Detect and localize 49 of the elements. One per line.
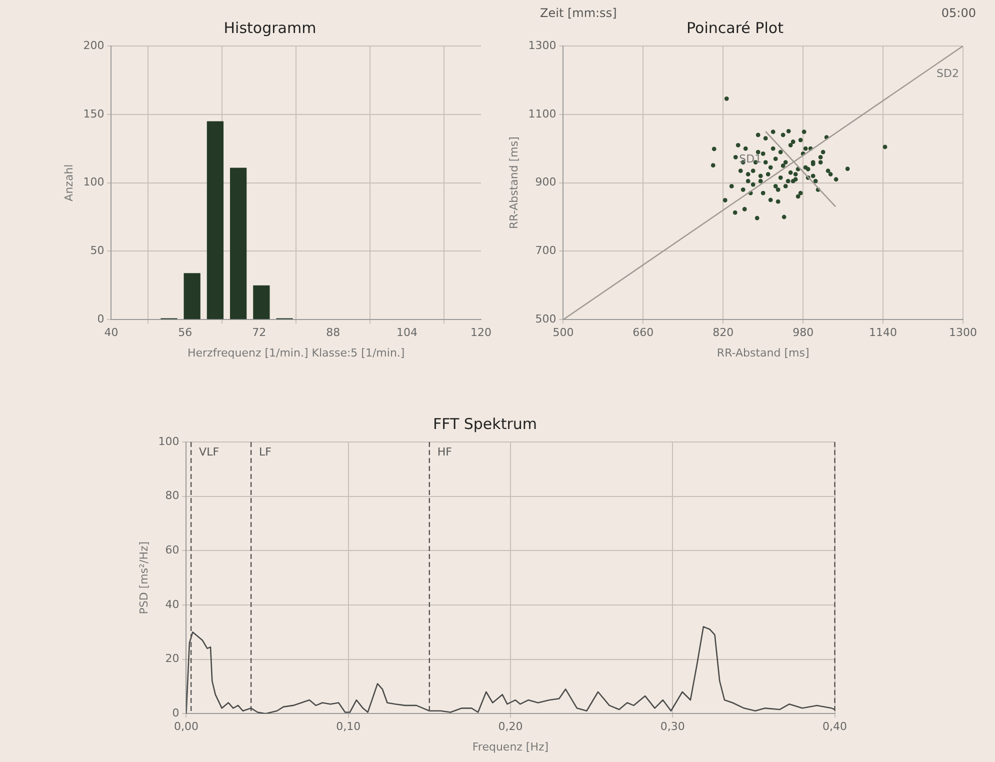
x-tick-label: 56 [178,326,192,340]
x-tick-label: 1300 [949,326,978,340]
x-tick-label: 1140 [869,326,898,340]
chart-title: Poincaré Plot [686,18,784,37]
y-tick-label: 50 [90,244,104,258]
y-tick-label: 100 [83,176,104,189]
chart-title: Histogramm [224,18,316,37]
y-axis-title: Anzahl [62,164,76,202]
x-tick-label: 0,30 [660,720,685,734]
y-axis-title: PSD [ms²/Hz] [137,541,150,614]
y-tick-label: 40 [165,598,180,611]
y-tick-label: 500 [535,312,556,326]
x-axis-title: RR-Abstand [ms] [716,346,810,360]
y-tick-label: 80 [165,489,180,502]
y-tick-label: 1100 [528,107,556,120]
x-tick-label: 0,10 [336,720,361,734]
x-tick-label: 660 [632,326,654,340]
y-tick-label: 100 [158,434,180,448]
x-tick-label: 40 [104,326,118,340]
y-axis-title: RR-Abstand [ms] [507,136,520,229]
series-label: SD2 [936,66,960,80]
x-tick-label: 0,40 [822,720,848,734]
text: 05:00 [941,6,976,20]
x-tick-label: 120 [470,326,492,340]
x-tick-label: 104 [396,326,418,340]
y-tick-label: 1300 [528,38,556,52]
y-tick-label: 20 [165,652,180,666]
y-tick-label: 700 [535,244,556,258]
y-tick-label: 900 [535,176,556,189]
x-tick-label: 0,20 [498,720,523,734]
y-tick-label: 0 [97,312,104,326]
y-tick-label: 60 [165,544,180,556]
ref-line-label: HF [437,445,452,458]
y-tick-label: 0 [172,706,180,720]
x-axis-title: Frequenz [Hz] [472,740,549,754]
x-tick-label: 980 [792,326,814,340]
y-tick-label: 200 [83,38,104,52]
ref-line-label: LF [259,445,272,458]
text: Zeit [mm:ss] [540,6,617,20]
ref-line-label: VLF [199,445,220,458]
series-label: SD1 [739,152,762,166]
x-tick-label: 820 [712,326,734,340]
x-axis-title: Herzfrequenz [1/min.] Klasse:5 [1/min.] [187,346,405,360]
x-tick-label: 0,00 [174,720,198,734]
x-tick-label: 500 [552,326,574,340]
chart-title: FFT Spektrum [432,414,538,433]
x-tick-label: 88 [326,326,340,340]
x-tick-label: 72 [252,326,266,340]
y-tick-label: 150 [83,107,104,120]
